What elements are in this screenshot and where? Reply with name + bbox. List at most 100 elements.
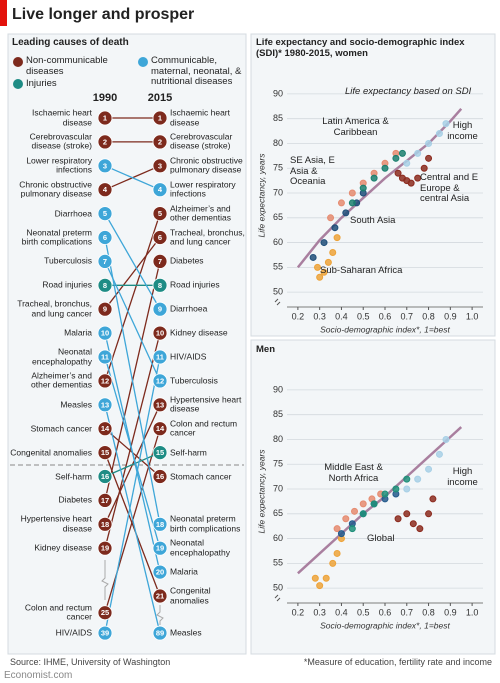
rank-marker (97, 253, 113, 269)
cause-label: Ischaemic heart disease (32, 107, 92, 127)
rank-marker (97, 206, 113, 222)
x-axis-label: Socio-demographic index*, 1=best (320, 620, 450, 630)
slope-line (104, 213, 161, 382)
axis-break (101, 560, 109, 600)
cause-label: Neonatal encephalopathy (31, 346, 92, 366)
x-tick-label: 0.8 (422, 311, 435, 321)
slope-line (104, 404, 161, 634)
y-tick-label: 70 (273, 483, 283, 493)
y-tick-label: 50 (273, 287, 283, 297)
x-axis-label: Socio-demographic index*, 1=best (320, 324, 450, 334)
y-tick-label: 60 (273, 533, 283, 543)
panel-title: Leading causes of death (12, 37, 129, 48)
rank-label: 8 (103, 281, 107, 290)
x-tick-label: 0.2 (292, 311, 305, 321)
point (337, 199, 345, 207)
point (348, 199, 356, 207)
rank-label: 1 (158, 113, 162, 122)
rank-label: 9 (158, 305, 162, 314)
rank-label: 14 (156, 424, 165, 433)
y-tick-label: 65 (273, 212, 283, 222)
x-tick-label: 0.2 (292, 607, 305, 617)
slope-line (104, 452, 161, 478)
rank-label: 8 (158, 281, 162, 290)
rank-label: 3 (103, 161, 107, 170)
rank-label: 7 (158, 257, 162, 266)
rank-marker (97, 349, 113, 365)
point (337, 530, 345, 538)
cause-label: Diabetes (58, 494, 92, 505)
y-tick-label: 80 (273, 434, 283, 444)
point (392, 154, 400, 162)
y-tick-label: 90 (273, 384, 283, 394)
point (333, 525, 341, 533)
rank-marker (152, 253, 168, 269)
cause-label: Self-harm (55, 470, 92, 481)
x-tick-label: 0.9 (444, 311, 457, 321)
axis-break (274, 298, 281, 306)
rank-marker (152, 206, 168, 222)
point (416, 525, 424, 533)
legend-label: Injuries (26, 78, 57, 89)
point (403, 159, 411, 167)
cause-label: Chronic obstructive pulmonary disease (170, 155, 243, 175)
y-tick-label: 75 (273, 163, 283, 173)
series-label: SE Asia, E Asia & Oceania (290, 155, 335, 187)
rank-marker (97, 605, 113, 621)
rank-label: 16 (101, 472, 109, 481)
x-tick-label: 0.6 (379, 311, 392, 321)
rank-label: 1 (103, 113, 107, 122)
cause-label: Road injuries (42, 279, 92, 290)
slope-line (104, 261, 161, 382)
point (320, 239, 328, 247)
cause-label: Ischaemic heart disease (170, 107, 230, 127)
point (331, 224, 339, 232)
footnote: *Measure of education, fertility rate an… (303, 657, 492, 667)
point (381, 490, 389, 498)
point (414, 149, 422, 157)
cause-label: Kidney disease (170, 327, 228, 338)
y-axis-label: Life expectancy, years (256, 449, 266, 534)
cause-label: HIV/AIDS (170, 351, 207, 362)
cause-label: Road injuries (170, 279, 220, 290)
rank-label: 15 (101, 448, 109, 457)
rank-marker (97, 445, 113, 461)
rank-label: 10 (156, 329, 164, 338)
rank-label: 2 (103, 137, 107, 146)
cause-label: Alzheimer’s and other dementias (31, 370, 92, 390)
point (370, 174, 378, 182)
cause-label: Cerebrovascular disease (stroke) (170, 131, 233, 151)
point (329, 559, 337, 567)
legend-label: Communicable, maternal, neonatal, & nutr… (151, 55, 242, 87)
y-tick-label: 70 (273, 187, 283, 197)
y-tick-label: 55 (273, 558, 283, 568)
rank-marker (152, 397, 168, 413)
point (420, 164, 428, 172)
legend-marker (13, 57, 23, 67)
x-tick-label: 0.4 (335, 311, 348, 321)
point (398, 149, 406, 157)
point (324, 258, 332, 266)
x-tick-label: 0.7 (401, 311, 414, 321)
panel-title: Men (256, 344, 275, 355)
rank-label: 2 (158, 137, 162, 146)
rank-marker (97, 421, 113, 437)
cause-label: Tuberculosis (170, 375, 218, 386)
rank-marker (97, 110, 113, 126)
cause-label: Lower respiratory infections (26, 155, 92, 175)
cause-label: Neonatal encephalopathy (170, 537, 231, 558)
x-tick-label: 0.9 (444, 607, 457, 617)
cause-label: Stomach cancer (30, 422, 92, 433)
slope-line (104, 237, 161, 310)
point (333, 234, 341, 242)
cause-label: Tracheal, bronchus, and lung cancer (17, 298, 92, 319)
rank-label: 12 (156, 376, 164, 385)
rank-marker (97, 325, 113, 341)
x-tick-label: 0.7 (401, 607, 414, 617)
point (394, 169, 402, 177)
y-tick-label: 60 (273, 237, 283, 247)
cause-label: Congenital anomalies (10, 446, 92, 457)
rank-marker (97, 301, 113, 317)
point (322, 574, 330, 582)
